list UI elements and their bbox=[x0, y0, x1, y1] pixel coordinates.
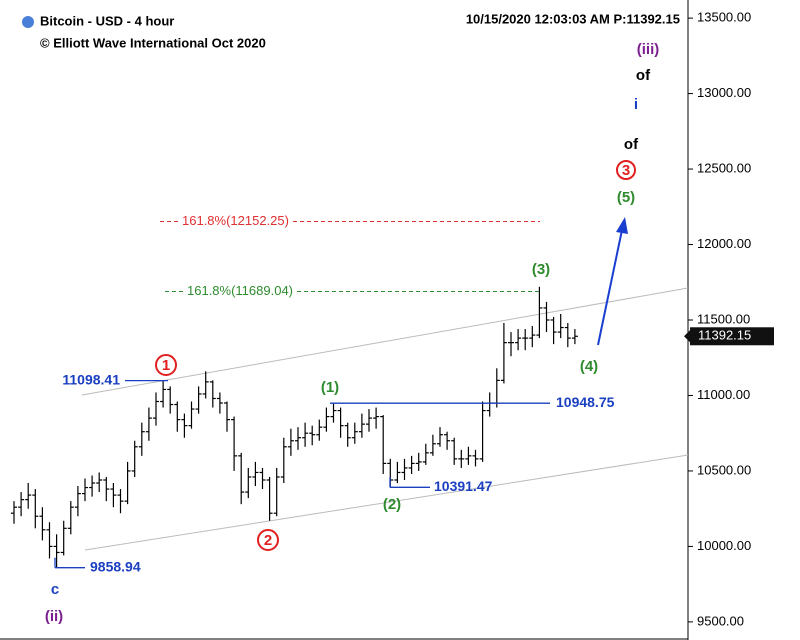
wave-label: (2) bbox=[383, 496, 401, 513]
last-price-label: 11392.15 bbox=[698, 328, 751, 343]
timestamp: 10/15/2020 12:03:03 AM P:11392.15 bbox=[466, 11, 680, 26]
fib-label: 161.8%(12152.25) bbox=[182, 213, 289, 228]
wave-label: (5) bbox=[617, 189, 635, 206]
y-tick-label: 9500.00 bbox=[697, 613, 744, 628]
arrow bbox=[597, 217, 628, 346]
wave-label: i bbox=[634, 96, 638, 113]
wave-label: 1 bbox=[162, 357, 170, 374]
fib-label: 161.8%(11689.04) bbox=[187, 283, 293, 298]
wave-label: (1) bbox=[321, 379, 339, 396]
y-tick-label: 13500.00 bbox=[697, 10, 751, 25]
y-tick-label: 10500.00 bbox=[697, 462, 751, 477]
wave-label: of bbox=[636, 67, 651, 84]
level-label: 9858.94 bbox=[90, 558, 141, 574]
channel-line bbox=[84, 454, 689, 551]
level-label: 10948.75 bbox=[556, 394, 615, 410]
wave-label: (iii) bbox=[637, 41, 660, 58]
wave-circle bbox=[257, 529, 279, 551]
wave-circle bbox=[155, 354, 177, 376]
y-tick-label: 11500.00 bbox=[697, 311, 750, 326]
wave-circle bbox=[616, 160, 636, 180]
last-price-box bbox=[690, 327, 774, 346]
wave-label: (4) bbox=[580, 358, 598, 375]
chart-subtitle: © Elliott Wave International Oct 2020 bbox=[40, 35, 266, 50]
y-tick-label: 11000.00 bbox=[697, 387, 750, 402]
wave-label: (ii) bbox=[45, 608, 63, 625]
chart-title: Bitcoin - USD - 4 hour bbox=[40, 13, 174, 28]
wave-label: of bbox=[624, 136, 639, 153]
title-marker bbox=[22, 16, 34, 28]
y-tick-label: 13000.00 bbox=[697, 85, 751, 100]
wave-label: c bbox=[51, 581, 59, 598]
wave-label: 2 bbox=[264, 532, 272, 549]
y-tick-label: 12500.00 bbox=[697, 160, 751, 175]
wave-label: 3 bbox=[622, 162, 630, 179]
level-label: 11098.41 bbox=[62, 371, 120, 387]
channel-line bbox=[81, 287, 689, 396]
last-price-pointer bbox=[684, 330, 690, 343]
y-tick-label: 10000.00 bbox=[697, 538, 751, 553]
level-label: 10391.47 bbox=[434, 478, 493, 494]
wave-label: (3) bbox=[532, 261, 550, 278]
y-tick-label: 12000.00 bbox=[697, 236, 751, 251]
